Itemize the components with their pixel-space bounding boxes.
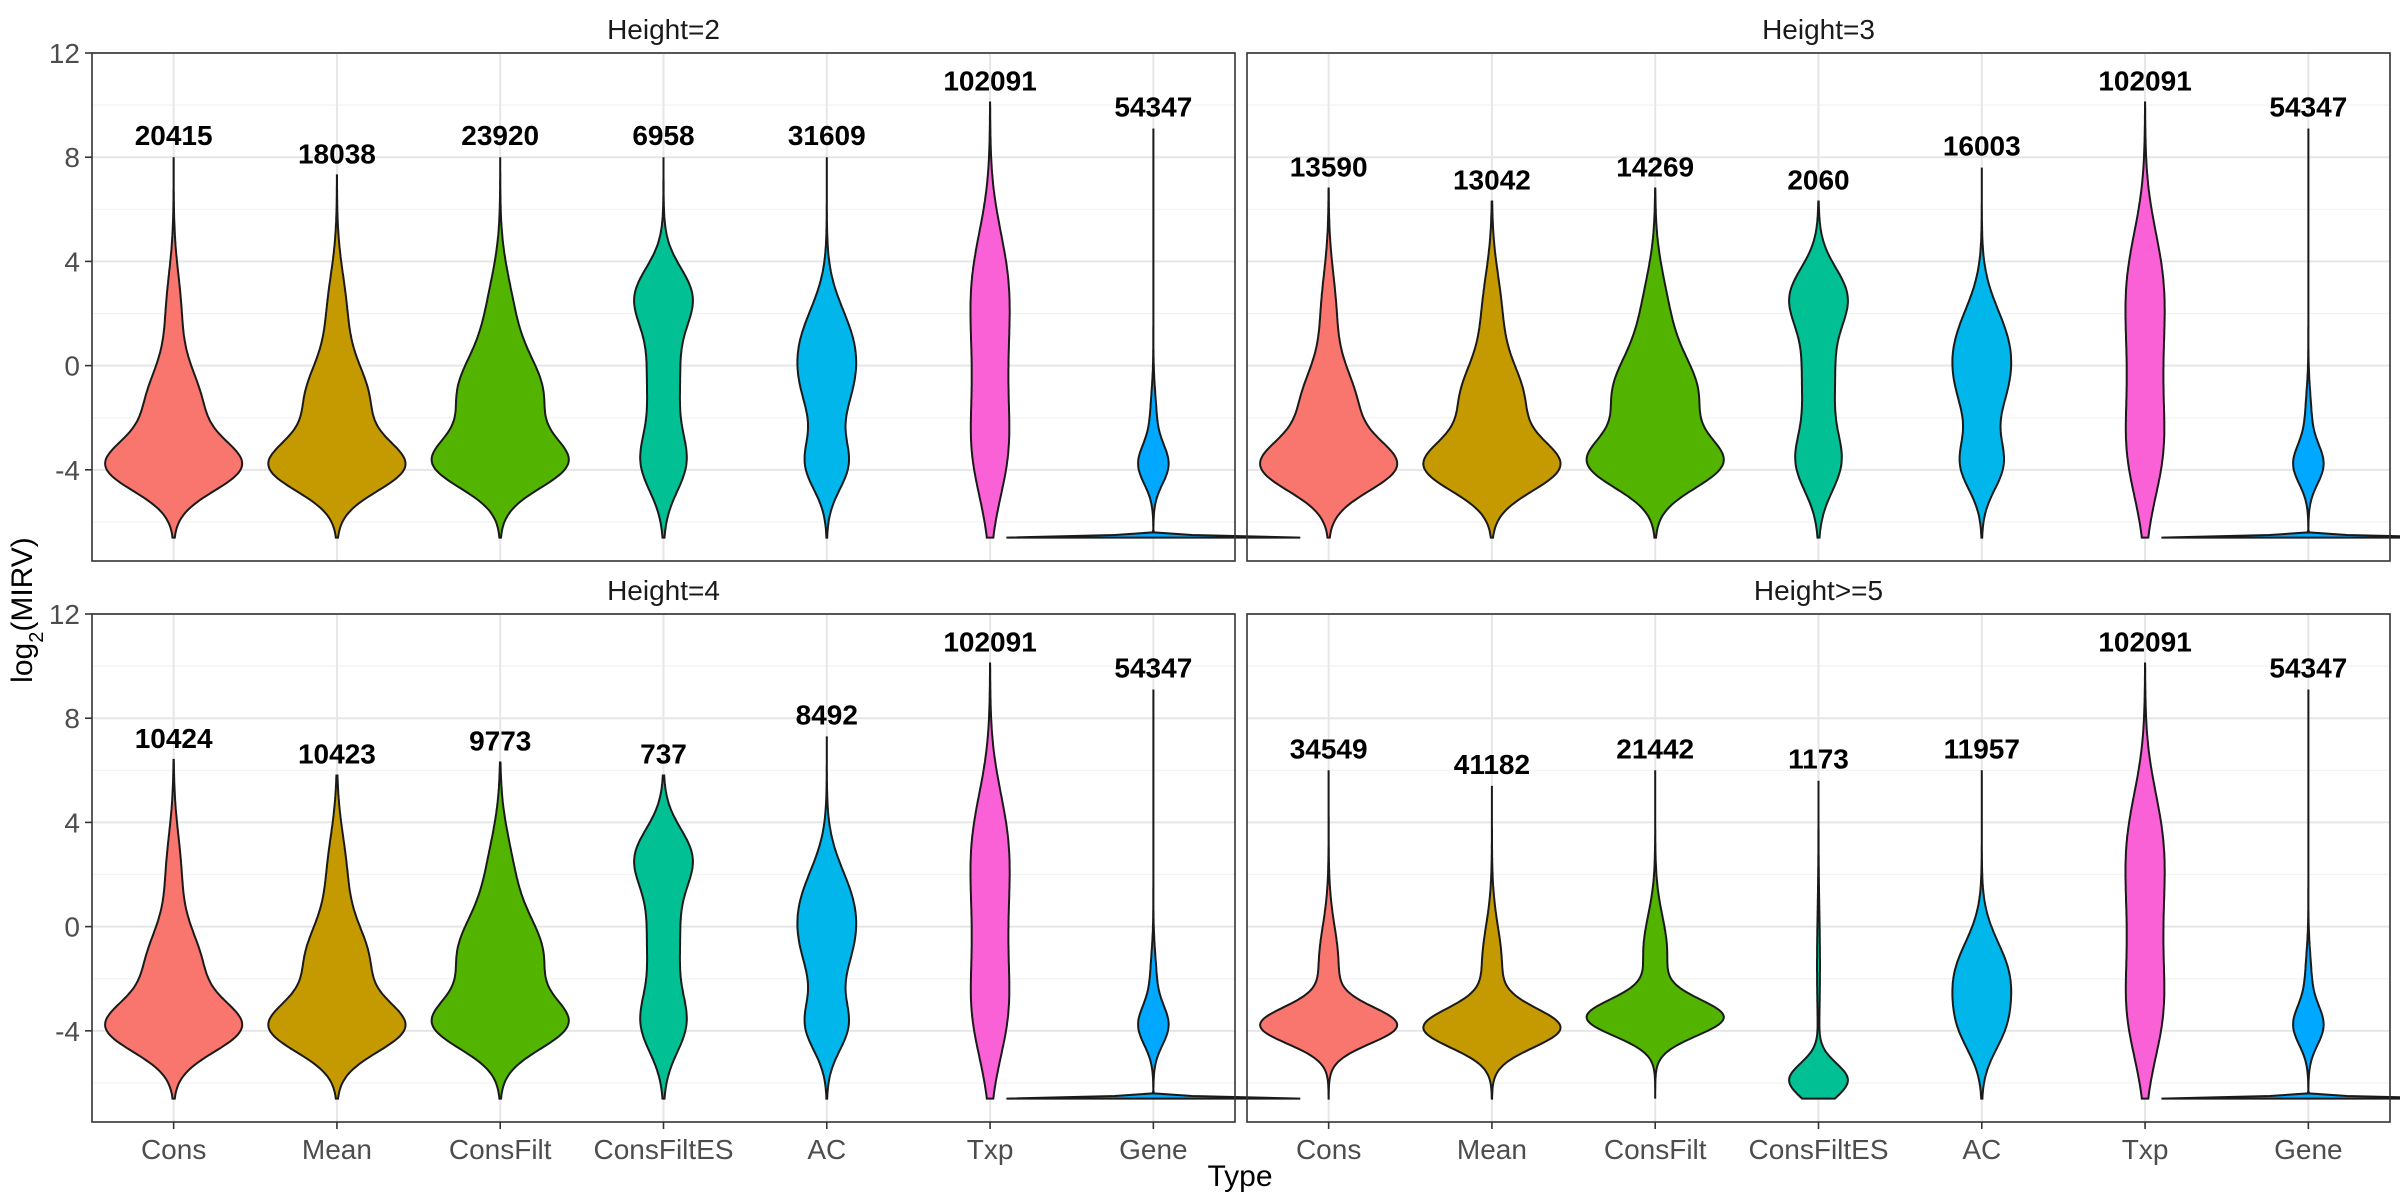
- violin-consfiltes: [1788, 780, 1849, 1100]
- count-label-mean: 18038: [298, 138, 376, 169]
- violin-mean: [267, 774, 407, 1100]
- count-label-mean: 13042: [1453, 164, 1531, 195]
- count-label-mean: 41182: [1454, 749, 1530, 780]
- y-tick-label: 12: [49, 38, 80, 69]
- y-tick-label: 0: [64, 351, 80, 382]
- y-tick-label: 12: [49, 599, 80, 630]
- count-label-consfiltes: 1173: [1788, 744, 1849, 775]
- violin-gene: [2161, 689, 2400, 1100]
- y-tick-label: 4: [64, 246, 80, 277]
- count-label-txp: 102091: [2098, 626, 2191, 657]
- y-axis-title-rest: (MIRV): [6, 537, 39, 631]
- panel-2: Height=3 13590 13042 14269 2060 16003 102091 54…: [1246, 14, 2400, 562]
- x-tick-label-consfiltes: ConsFiltES: [593, 1134, 733, 1165]
- violin-consfilt: [430, 761, 570, 1100]
- count-label-txp: 102091: [943, 65, 1036, 96]
- violin-mean: [267, 174, 407, 539]
- y-axis-title-subscript: 2: [26, 632, 48, 643]
- violin-cons: [1259, 770, 1399, 1100]
- violin-txp: [2124, 662, 2166, 1100]
- count-label-mean: 10423: [298, 739, 376, 770]
- panel-3: Height=4 10424 10423 9773 737 8492 102091 54347…: [49, 575, 1301, 1165]
- violin-mean: [1422, 200, 1562, 539]
- count-label-ac: 8492: [796, 699, 858, 730]
- violin-consfiltes: [633, 157, 694, 539]
- x-tick-label-cons: Cons: [141, 1134, 206, 1165]
- y-tick-label: 4: [64, 807, 80, 838]
- violin-cons: [104, 157, 244, 539]
- panel-title: Height=2: [607, 14, 720, 45]
- violin-mean: [1422, 785, 1562, 1100]
- count-label-gene: 54347: [1114, 653, 1192, 684]
- panel-border: [91, 52, 1236, 562]
- count-label-txp: 102091: [2098, 65, 2191, 96]
- count-label-consfiltes: 2060: [1787, 164, 1849, 195]
- panel-border: [1246, 52, 2391, 562]
- y-tick-label: 8: [64, 703, 80, 734]
- y-tick-label: -4: [55, 455, 80, 486]
- violin-txp: [969, 662, 1011, 1100]
- y-tick-label: 0: [64, 912, 80, 943]
- y-axis-title-base: log: [6, 643, 39, 683]
- y-axis-title: log2(MIRV): [6, 537, 48, 683]
- count-label-consfiltes: 6958: [632, 120, 694, 151]
- count-label-consfilt: 21442: [1616, 733, 1694, 764]
- panel-title: Height=3: [1762, 14, 1875, 45]
- count-label-cons: 10424: [135, 723, 213, 754]
- y-tick-label: 8: [64, 142, 80, 173]
- violin-txp: [2124, 101, 2166, 539]
- violin-txp: [969, 101, 1011, 539]
- x-tick-label-txp: Txp: [2122, 1134, 2169, 1165]
- count-label-cons: 13590: [1290, 151, 1368, 182]
- count-label-ac: 11957: [1944, 733, 2020, 764]
- count-label-gene: 54347: [1114, 92, 1192, 123]
- panel-title: Height>=5: [1754, 575, 1883, 606]
- x-tick-label-cons: Cons: [1296, 1134, 1361, 1165]
- x-tick-label-ac: AC: [807, 1134, 846, 1165]
- x-tick-label-mean: Mean: [1457, 1134, 1527, 1165]
- count-label-consfilt: 14269: [1616, 151, 1694, 182]
- violin-consfiltes: [633, 774, 694, 1100]
- violin-gene: [2161, 128, 2400, 539]
- count-label-gene: 54347: [2269, 92, 2347, 123]
- violin-cons: [104, 758, 244, 1100]
- x-tick-label-consfilt: ConsFilt: [1604, 1134, 1707, 1165]
- panels: Height=2 20415 18038 23920 6958 31609 102091 54…: [49, 14, 2400, 1165]
- violin-ac: [1951, 167, 2013, 539]
- count-label-ac: 31609: [788, 120, 866, 151]
- violin-gene: [1006, 689, 1301, 1100]
- violin-consfilt: [1585, 187, 1725, 539]
- x-tick-label-consfiltes: ConsFiltES: [1748, 1134, 1888, 1165]
- violin-consfiltes: [1788, 200, 1849, 539]
- x-tick-label-mean: Mean: [302, 1134, 372, 1165]
- x-tick-label-gene: Gene: [2274, 1134, 2343, 1165]
- x-tick-label-gene: Gene: [1119, 1134, 1188, 1165]
- panel-4: Height>=5 34549 41182 21442 1173 11957 102091 5…: [1246, 575, 2400, 1165]
- panel-title: Height=4: [607, 575, 720, 606]
- count-label-consfilt: 23920: [461, 120, 539, 151]
- count-label-cons: 34549: [1290, 733, 1368, 764]
- panel-1: Height=2 20415 18038 23920 6958 31609 102091 54…: [49, 14, 1301, 562]
- violin-cons: [1259, 187, 1399, 539]
- violin-consfilt: [430, 157, 570, 539]
- x-tick-label-consfilt: ConsFilt: [449, 1134, 552, 1165]
- x-tick-label-ac: AC: [1962, 1134, 2001, 1165]
- violin-ac: [1951, 770, 2013, 1100]
- y-tick-label: -4: [55, 1016, 80, 1047]
- violin-ac: [796, 736, 858, 1100]
- count-label-ac: 16003: [1943, 131, 2021, 162]
- violin-consfilt: [1585, 770, 1725, 1099]
- violin-ac: [796, 157, 858, 539]
- x-axis-title: Type: [1207, 1160, 1272, 1193]
- count-label-consfiltes: 737: [640, 739, 687, 770]
- x-tick-label-txp: Txp: [967, 1134, 1014, 1165]
- count-label-consfilt: 9773: [469, 725, 531, 756]
- count-label-cons: 20415: [135, 120, 213, 151]
- violin-gene: [1006, 128, 1301, 539]
- count-label-txp: 102091: [943, 626, 1036, 657]
- count-label-gene: 54347: [2269, 653, 2347, 684]
